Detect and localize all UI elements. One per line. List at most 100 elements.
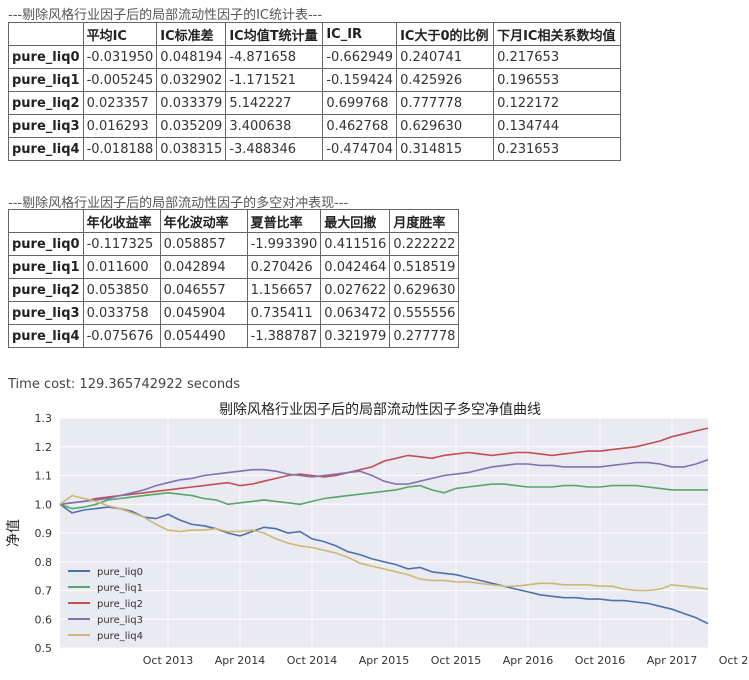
corner-cell: [8, 22, 84, 46]
table-cell: 0.777778: [396, 91, 495, 115]
row-label: pure_liq3: [8, 114, 84, 138]
x-tick-label: Apr 2016: [503, 654, 554, 667]
x-tick-label: Oct 2014: [287, 654, 338, 667]
row-label: pure_liq4: [8, 324, 84, 348]
table-cell: 0.042464: [320, 255, 391, 279]
table-cell: 0.063472: [320, 301, 391, 325]
table-cell: 0.048194: [156, 45, 227, 69]
series-line-pure-liq4: [59, 494, 709, 592]
row-label: pure_liq4: [8, 137, 84, 161]
time-cost-text: Time cost: 129.365742922 seconds: [8, 377, 241, 392]
legend-label: pure_liq2: [97, 599, 143, 610]
column-header: IC均值T统计量: [225, 22, 324, 46]
x-tick-labels: Oct 2013 Apr 2014 Oct 2014 Apr 2015 Oct 2015…: [143, 654, 749, 667]
table-cell: -0.005245: [82, 68, 158, 92]
table-row: pure_liq4 -0.018188 0.038315 -3.488346 -0.47…: [8, 137, 622, 161]
row-label: pure_liq0: [8, 45, 84, 69]
table-cell: 0.122172: [493, 91, 622, 115]
x-tick-label: Oct 2015: [431, 654, 482, 667]
ic-table-header-row: 平均IC IC标准差 IC均值T统计量 IC_IR IC大于0的比例 下月IC相关系数均值: [8, 22, 622, 46]
table-cell: -0.117325: [82, 232, 161, 256]
table-cell: 0.042894: [159, 255, 248, 279]
x-tick-label: Oct 2017: [719, 654, 749, 667]
column-header: 年化收益率: [82, 209, 161, 233]
table-cell: 0.222222: [389, 232, 460, 256]
column-header: 平均IC: [82, 22, 158, 46]
table-cell: -0.474704: [322, 137, 398, 161]
table-cell: 0.011600: [82, 255, 161, 279]
y-tick-label: 1.2: [35, 441, 53, 454]
table-cell: -0.662949: [322, 45, 398, 69]
table-row: pure_liq3 0.016293 0.035209 3.400638 0.46276…: [8, 114, 622, 138]
y-tick-label: 0.7: [35, 585, 53, 598]
long-short-table: 年化收益率 年化波动率 夏普比率 最大回撤 月度胜率 pure_liq0 -0.11732…: [8, 209, 460, 348]
y-tick-label: 0.5: [35, 642, 53, 655]
table-row: pure_liq1 -0.005245 0.032902 -1.171521 -0.15…: [8, 68, 622, 92]
table-cell: 0.134744: [493, 114, 622, 138]
table-row: pure_liq3 0.033758 0.045904 0.735411 0.06347…: [8, 301, 460, 325]
table-cell: 0.032902: [156, 68, 227, 92]
table-cell: 0.016293: [82, 114, 158, 138]
table-cell: -3.488346: [225, 137, 324, 161]
ic-table-heading: ---剔除风格行业因子后的局部流动性因子的IC统计表---: [8, 8, 323, 23]
table-row: pure_liq0 -0.031950 0.048194 -4.871658 -0.66…: [8, 45, 622, 69]
table-cell: 0.462768: [322, 114, 398, 138]
table-cell: 0.046557: [159, 278, 248, 302]
table-cell: -0.159424: [322, 68, 398, 92]
ls-table-header-row: 年化收益率 年化波动率 夏普比率 最大回撤 月度胜率: [8, 209, 460, 233]
row-label: pure_liq3: [8, 301, 84, 325]
chart-title: 剔除风格行业因子后的局部流动性因子多空净值曲线: [219, 401, 541, 418]
table-cell: 0.699768: [322, 91, 398, 115]
table-cell: 0.033758: [82, 301, 161, 325]
legend-label: pure_liq4: [97, 631, 143, 642]
table-cell: 0.023357: [82, 91, 158, 115]
table-row: pure_liq2 0.023357 0.033379 5.142227 0.69976…: [8, 91, 622, 115]
grid-lines: [60, 417, 745, 649]
column-header: IC标准差: [156, 22, 227, 46]
x-tick-label: Oct 2013: [143, 654, 194, 667]
ic-stats-table: 平均IC IC标准差 IC均值T统计量 IC_IR IC大于0的比例 下月IC相关系数均值…: [8, 22, 622, 161]
row-label: pure_liq0: [8, 232, 84, 256]
table-cell: -0.031950: [82, 45, 158, 69]
table-cell: 0.196553: [493, 68, 622, 92]
net-value-chart: 剔除风格行业因子后的局部流动性因子多空净值曲线 净值 0.50.60.70.80…: [6, 401, 749, 667]
y-tick-label: 0.6: [35, 613, 53, 626]
table-row: pure_liq4 -0.075676 0.054490 -1.388787 0.321…: [8, 324, 460, 348]
table-cell: 0.314815: [396, 137, 495, 161]
x-tick-label: Apr 2017: [647, 654, 698, 667]
table-cell: 3.400638: [225, 114, 324, 138]
y-tick-label: 1.1: [35, 470, 53, 483]
table-cell: 0.054490: [159, 324, 248, 348]
table-cell: 0.629630: [396, 114, 495, 138]
legend-label: pure_liq0: [97, 567, 143, 578]
table-cell: 1.156657: [246, 278, 322, 302]
table-cell: 0.555556: [389, 301, 460, 325]
column-header: IC_IR: [322, 22, 398, 46]
table-cell: 0.217653: [493, 45, 622, 69]
table-cell: 0.045904: [159, 301, 248, 325]
y-tick-label: 0.8: [35, 556, 53, 569]
table-row: pure_liq2 0.053850 0.046557 1.156657 0.02762…: [8, 278, 460, 302]
table-cell: 0.735411: [246, 301, 322, 325]
row-label: pure_liq1: [8, 255, 84, 279]
x-tick-label: Apr 2014: [215, 654, 266, 667]
column-header: 夏普比率: [246, 209, 322, 233]
table-cell: 0.411516: [320, 232, 391, 256]
row-label: pure_liq1: [8, 68, 84, 92]
series-line-pure-liq1: [59, 483, 708, 510]
table-cell: 0.321979: [320, 324, 391, 348]
table-cell: 0.035209: [156, 114, 227, 138]
table-cell: 0.270426: [246, 255, 322, 279]
column-header: 年化波动率: [159, 209, 248, 233]
table-row: pure_liq1 0.011600 0.042894 0.270426 0.04246…: [8, 255, 460, 279]
series-line-pure-liq0: [59, 503, 709, 625]
table-cell: 5.142227: [225, 91, 324, 115]
table-cell: -1.171521: [225, 68, 324, 92]
table-cell: -0.018188: [82, 137, 158, 161]
table-cell: -1.388787: [246, 324, 322, 348]
y-tick-label: 1.3: [35, 412, 53, 425]
table-cell: 0.629630: [389, 278, 460, 302]
table-cell: 0.053850: [82, 278, 161, 302]
legend-label: pure_liq1: [97, 583, 143, 594]
corner-cell: [8, 209, 84, 233]
